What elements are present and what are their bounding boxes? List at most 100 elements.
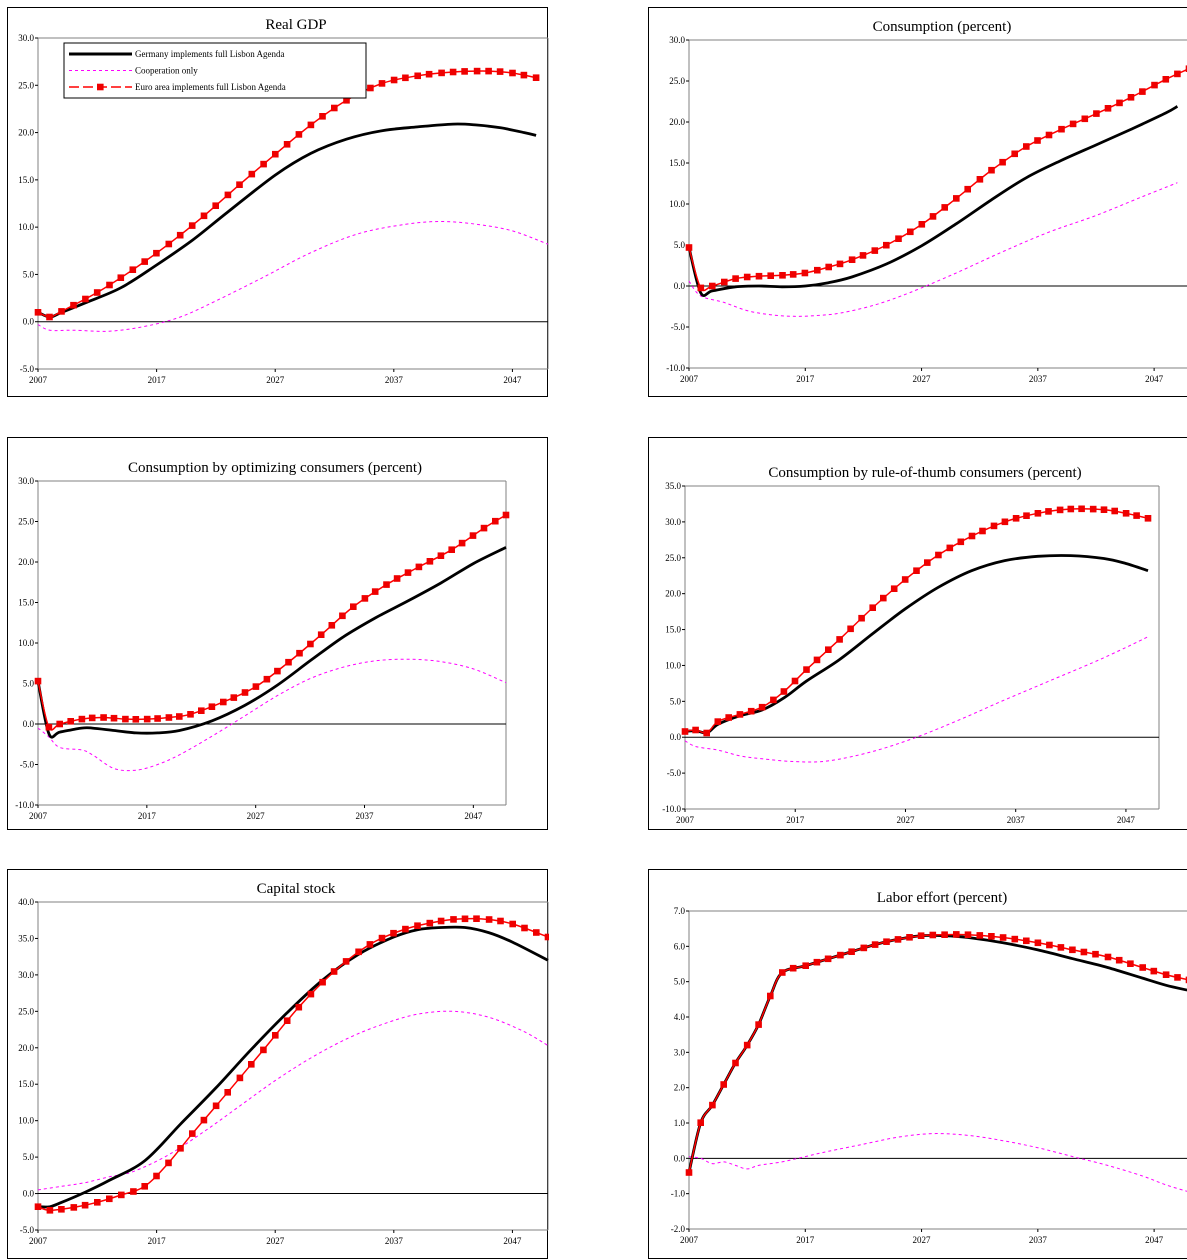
series-marker-euro <box>230 694 238 701</box>
chart-title: Capital stock <box>257 881 336 897</box>
y-tick-label: 15.0 <box>18 1079 34 1089</box>
series-marker-euro <box>1174 974 1181 981</box>
series-marker-euro <box>767 272 774 279</box>
x-tick-label: 2007 <box>680 374 699 384</box>
y-tick-label: 10.0 <box>669 199 685 209</box>
series-marker-euro <box>198 707 205 714</box>
series-marker-euro <box>1092 950 1099 958</box>
series-marker-euro <box>378 80 386 87</box>
series-marker-euro <box>272 1032 279 1039</box>
series-line-germany <box>37 925 549 1209</box>
series-marker-euro <box>331 104 338 112</box>
series-marker-euro <box>143 715 151 723</box>
series-marker-euro <box>1174 70 1181 78</box>
y-tick-label: -10.0 <box>666 363 685 373</box>
x-tick-label: 2027 <box>247 811 266 821</box>
x-tick-label: 2037 <box>356 811 375 821</box>
x-tick-label: 2007 <box>680 1235 699 1245</box>
series-marker-euro <box>976 176 984 183</box>
x-tick-label: 2047 <box>1117 815 1136 825</box>
series-line-euro <box>37 70 537 318</box>
series-marker-euro <box>976 932 984 939</box>
y-tick-label: -2.0 <box>671 1224 686 1234</box>
series-marker-euro <box>1133 512 1140 519</box>
series-marker-euro <box>212 202 219 209</box>
series-marker-euro <box>130 1188 137 1195</box>
series-marker-euro <box>725 714 732 721</box>
series-marker-euro <box>802 962 809 969</box>
series-marker-euro <box>1001 518 1009 526</box>
series-marker-euro <box>509 69 516 77</box>
series-marker-euro <box>252 683 260 690</box>
series-marker-euro <box>869 604 876 611</box>
series-marker-euro <box>46 313 53 321</box>
series-marker-euro <box>402 74 409 82</box>
y-tick-label: 5.0 <box>674 977 686 987</box>
series-marker-euro <box>779 969 786 976</box>
series-marker-euro <box>367 84 374 92</box>
series-marker-euro <box>894 936 902 943</box>
series-marker-euro <box>935 551 942 559</box>
y-tick-label: 0.0 <box>23 317 35 327</box>
series-marker-euro <box>437 917 445 925</box>
series-marker-euro <box>78 715 86 723</box>
series-marker-euro <box>110 714 118 722</box>
series-marker-euro <box>295 131 303 138</box>
series-marker-euro <box>929 931 937 939</box>
y-tick-label: 15.0 <box>18 598 34 608</box>
series-marker-euro <box>141 1183 148 1190</box>
series-marker-euro <box>743 1041 751 1049</box>
series-marker-euro <box>153 249 160 257</box>
series-marker-euro <box>836 260 844 268</box>
series-marker-euro <box>260 160 267 168</box>
series-marker-euro <box>1185 976 1187 984</box>
series-marker-euro <box>34 1203 42 1210</box>
series-marker-euro <box>208 703 216 710</box>
series-marker-euro <box>272 150 279 158</box>
series-line-cooperation <box>37 658 507 772</box>
x-tick-label: 2017 <box>148 375 167 385</box>
series-marker-euro <box>732 1059 739 1067</box>
series-marker-euro <box>67 718 74 725</box>
x-tick-label: 2047 <box>503 1236 522 1246</box>
series-line-euro <box>37 514 507 731</box>
series-marker-euro <box>1069 946 1076 954</box>
series-marker-euro <box>248 1061 255 1068</box>
y-tick-label: 0.0 <box>23 1189 35 1199</box>
x-tick-label: 2047 <box>1145 374 1164 384</box>
series-marker-euro <box>901 576 909 583</box>
x-tick-label: 2017 <box>796 1235 815 1245</box>
series-marker-euro <box>941 204 948 211</box>
series-marker-euro <box>1056 506 1064 514</box>
y-tick-label: 0.0 <box>674 1153 686 1163</box>
series-marker-euro <box>307 990 315 998</box>
series-marker-euro <box>165 240 173 248</box>
series-marker-euro <box>283 1017 291 1024</box>
series-marker-euro <box>1144 515 1152 522</box>
x-tick-label: 2017 <box>138 811 157 821</box>
series-marker-euro <box>988 166 995 174</box>
series-marker-euro <box>450 916 457 923</box>
y-tick-label: 25.0 <box>669 76 685 86</box>
x-tick-label: 2017 <box>148 1236 167 1246</box>
x-tick-label: 2007 <box>29 1236 48 1246</box>
series-marker-euro <box>837 951 844 959</box>
series-marker-euro <box>404 569 412 576</box>
x-tick-label: 2047 <box>503 375 522 385</box>
series-marker-euro <box>497 917 504 925</box>
series-marker-euro <box>88 714 96 722</box>
series-marker-euro <box>390 929 397 937</box>
series-marker-euro <box>283 141 291 148</box>
chart-panel-consumption-optimizing: Consumption by optimizing consumers (per… <box>7 437 548 830</box>
series-marker-euro <box>414 922 421 929</box>
series-marker-euro <box>165 714 173 721</box>
series-marker-euro <box>317 631 325 638</box>
series-line-euro <box>37 917 549 1212</box>
x-tick-label: 2007 <box>29 375 48 385</box>
series-marker-euro <box>848 948 855 955</box>
y-tick-label: 30.0 <box>669 35 685 45</box>
series-marker-euro <box>999 158 1006 166</box>
series-marker-euro <box>521 924 528 932</box>
y-tick-label: 2.0 <box>674 1083 686 1093</box>
series-marker-euro <box>224 191 232 199</box>
